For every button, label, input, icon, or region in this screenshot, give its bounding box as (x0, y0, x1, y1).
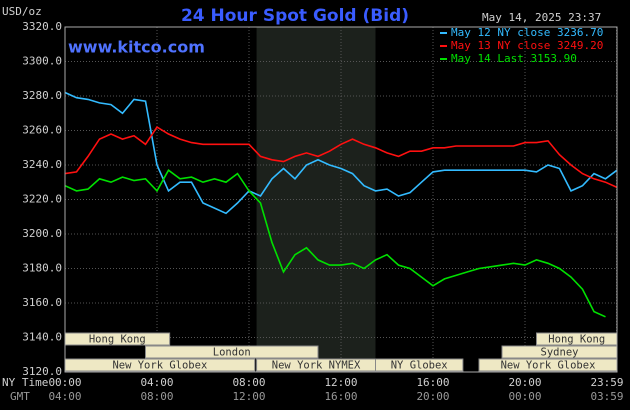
x2-tick-label: 00:00 (508, 390, 541, 403)
y-tick-label: 3320.0 (22, 20, 62, 33)
session-label: Sydney (541, 347, 579, 359)
plot-frame (64, 26, 618, 373)
x2-tick-label: 08:00 (140, 390, 173, 403)
session-label: New York NYMEX (272, 360, 361, 372)
legend-label: May 14 Last 3153.90 (451, 52, 577, 65)
x2-tick-label: 03:59 (590, 390, 623, 403)
y-tick-label: 3160.0 (22, 296, 62, 309)
x-tick-label: 16:00 (416, 376, 449, 389)
y-tick-label: 3180.0 (22, 262, 62, 275)
x-axis-label: NY Time (2, 376, 48, 389)
x-tick-label: 20:00 (508, 376, 541, 389)
timestamp: May 14, 2025 23:37 (482, 11, 601, 24)
y-tick-label: 3240.0 (22, 158, 62, 171)
session-label: Hong Kong (89, 334, 146, 346)
legend-label: May 12 NY close 3236.70 (451, 26, 603, 39)
series-line (64, 169, 606, 318)
x2-tick-label: 20:00 (416, 390, 449, 403)
series-line (64, 126, 618, 189)
watermark: www.kitco.com (68, 38, 205, 57)
x-tick-label: 23:59 (590, 376, 623, 389)
x2-tick-label: 12:00 (232, 390, 265, 403)
session-label: NY Globex (391, 360, 448, 372)
series-line (64, 91, 618, 215)
session-label: Hong Kong (548, 334, 605, 346)
y-tick-label: 3260.0 (22, 124, 62, 137)
legend-label: May 13 NY close 3249.20 (451, 39, 603, 52)
y-tick-label: 3120.0 (22, 365, 62, 378)
session-label: New York Globex (501, 360, 596, 372)
chart-title: 24 Hour Spot Gold (Bid) (181, 6, 409, 26)
y-tick-label: 3200.0 (22, 227, 62, 240)
session-bar (145, 345, 319, 359)
session-label: London (213, 347, 251, 359)
session-label: New York Globex (112, 360, 207, 372)
session-bar (375, 358, 464, 372)
y-tick-label: 3140.0 (22, 331, 62, 344)
x-tick-label: 08:00 (232, 376, 265, 389)
x-tick-label: 12:00 (324, 376, 357, 389)
y-tick-label: 3280.0 (22, 89, 62, 102)
x2-tick-label: 04:00 (48, 390, 81, 403)
x2-tick-label: 16:00 (324, 390, 357, 403)
x-tick-label: 04:00 (140, 376, 173, 389)
x2-axis-label: GMT (10, 390, 30, 403)
x-tick-label: 00:00 (48, 376, 81, 389)
y-tick-label: 3300.0 (22, 55, 62, 68)
shaded-region (256, 27, 376, 372)
y-axis-label: USD/oz (2, 5, 42, 18)
y-tick-label: 3220.0 (22, 193, 62, 206)
